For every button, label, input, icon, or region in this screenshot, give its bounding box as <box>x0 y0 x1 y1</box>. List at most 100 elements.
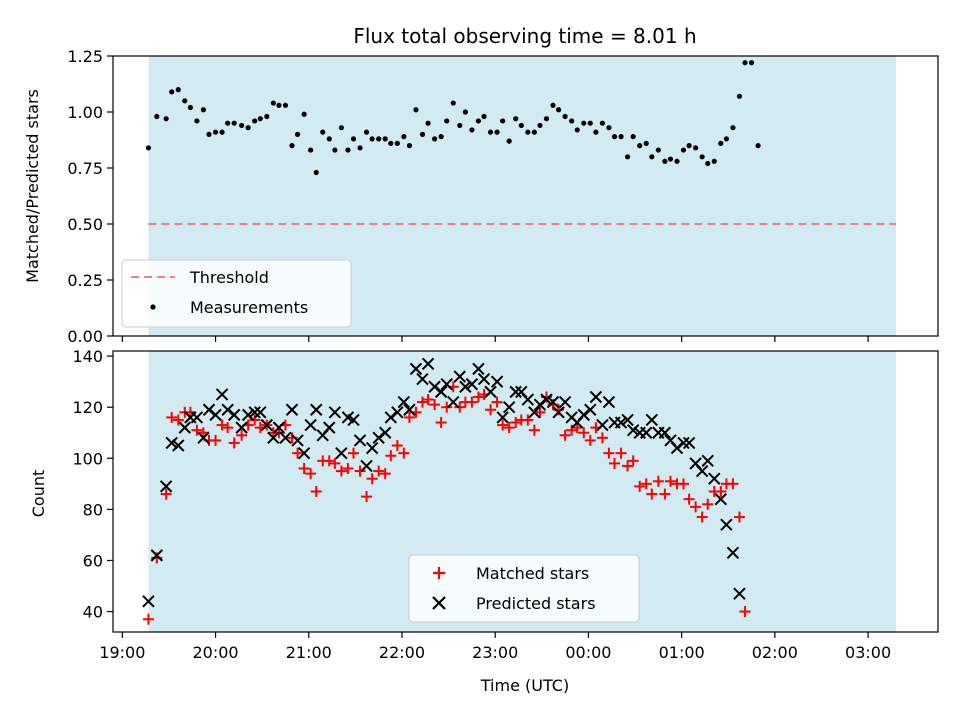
matched-star-point <box>696 511 708 523</box>
matched-star-point <box>727 478 739 490</box>
matched-star-point <box>373 465 385 477</box>
predicted-star-point <box>272 421 286 434</box>
measurement-point <box>145 145 152 151</box>
predicted-star-point <box>596 418 609 432</box>
y-tick-label: 60 <box>83 551 103 570</box>
predicted-star-point <box>645 413 659 427</box>
matched-star-point <box>609 457 621 469</box>
measurement-point <box>200 107 207 113</box>
matched-star-point <box>298 463 310 475</box>
predicted-star-point <box>453 370 466 383</box>
predicted-star-point <box>472 362 485 376</box>
measurement-point <box>382 136 388 142</box>
predicted-star-point <box>540 393 553 406</box>
count-x-ticks: 19:00 20:00 21:00 22:00 23:00 00:00 01:00 02:00… <box>99 632 891 662</box>
measurement-point <box>388 140 394 146</box>
measurement-point <box>406 143 413 149</box>
measurement-point <box>282 102 289 108</box>
count-panel: 40 60 80 100 120 140 19:00 20:00 21:00 22:00 23:0… <box>29 347 939 695</box>
legend-matched-label: Matched stars <box>476 564 589 583</box>
x-tick-label: 02:00 <box>752 643 798 662</box>
measurement-point <box>212 129 219 135</box>
x-tick-label: 00:00 <box>565 643 611 662</box>
matched-star-point <box>391 440 403 452</box>
matched-star-point <box>184 406 196 418</box>
matched-star-point <box>335 465 347 477</box>
measurement-point <box>730 125 736 131</box>
measurement-point <box>693 145 699 151</box>
predicted-star-point <box>378 426 392 439</box>
matched-star-point <box>305 468 317 480</box>
measurement-point <box>357 145 363 151</box>
measurement-point <box>662 158 668 164</box>
measurement-point <box>624 154 631 160</box>
predicted-star-point <box>589 390 603 404</box>
y-tick-label: 80 <box>83 500 103 519</box>
matched-star-point <box>323 455 335 467</box>
predicted-star-point <box>142 595 155 608</box>
predicted-star-point <box>372 431 385 445</box>
predicted-star-point <box>397 395 411 409</box>
predicted-star-point <box>202 403 216 416</box>
y-tick-label: 1.00 <box>67 103 103 122</box>
figure-title: Flux total observing time = 8.01 h <box>353 24 696 48</box>
measurement-point <box>606 125 612 131</box>
predicted-star-point <box>365 441 379 455</box>
matched-star-point <box>522 414 534 426</box>
measurement-point <box>294 131 301 137</box>
predicted-star-point <box>558 395 572 409</box>
predicted-star-point <box>416 372 429 386</box>
matched-star-point <box>715 486 727 497</box>
measurement-point <box>506 138 512 144</box>
measurement-point <box>637 143 643 149</box>
matched-star-point <box>416 396 428 408</box>
y-tick-label: 100 <box>72 449 103 468</box>
predicted-star-point <box>360 459 373 473</box>
measurement-point <box>587 120 593 126</box>
predicted-star-point <box>150 549 164 562</box>
predicted-star-point <box>353 434 367 447</box>
measurement-point <box>723 136 729 142</box>
measurement-point <box>308 147 314 153</box>
count-x-axis-label: Time (UTC) <box>480 676 569 695</box>
matched-star-point <box>191 424 203 436</box>
matched-star-point <box>652 475 664 487</box>
matched-star-point <box>739 606 751 618</box>
matched-star-point <box>329 457 341 469</box>
x-tick-label: 21:00 <box>286 643 332 662</box>
matched-star-point <box>634 480 646 492</box>
predicted-star-point <box>546 395 560 409</box>
measurement-point <box>225 120 231 126</box>
matched-star-point <box>197 427 209 439</box>
predicted-star-point <box>533 398 547 411</box>
matched-star-point <box>441 401 453 413</box>
predicted-star-point <box>552 406 565 419</box>
matched-star-point <box>398 447 410 459</box>
measurement-point <box>219 129 225 135</box>
measurement-point <box>581 120 587 126</box>
measurement-point <box>338 125 344 131</box>
matched-star-point <box>292 447 304 459</box>
predicted-star-point <box>670 441 684 455</box>
predicted-star-point <box>509 385 522 399</box>
predicted-star-point <box>391 406 404 419</box>
ratio-x-ticks <box>121 336 869 342</box>
measurement-point <box>419 131 426 137</box>
measurement-point <box>680 147 687 153</box>
ratio-panel: 0.00 0.25 0.50 0.75 1.00 1.25 Matched/Predict… <box>23 47 939 346</box>
measurement-point <box>500 118 506 124</box>
predicted-star-point <box>701 454 714 468</box>
measurement-point <box>481 113 487 120</box>
measurement-point <box>531 129 537 135</box>
measurement-point <box>363 129 370 135</box>
predicted-star-point <box>621 413 634 427</box>
measurement-point <box>444 118 450 124</box>
y-tick-label: 0.25 <box>67 271 103 290</box>
y-tick-label: 0.00 <box>67 327 103 346</box>
matched-star-point <box>702 498 714 510</box>
predicted-star-point <box>297 446 311 460</box>
measurements-points <box>145 60 761 176</box>
measurement-point <box>611 134 618 140</box>
predicted-star-point <box>614 416 628 429</box>
